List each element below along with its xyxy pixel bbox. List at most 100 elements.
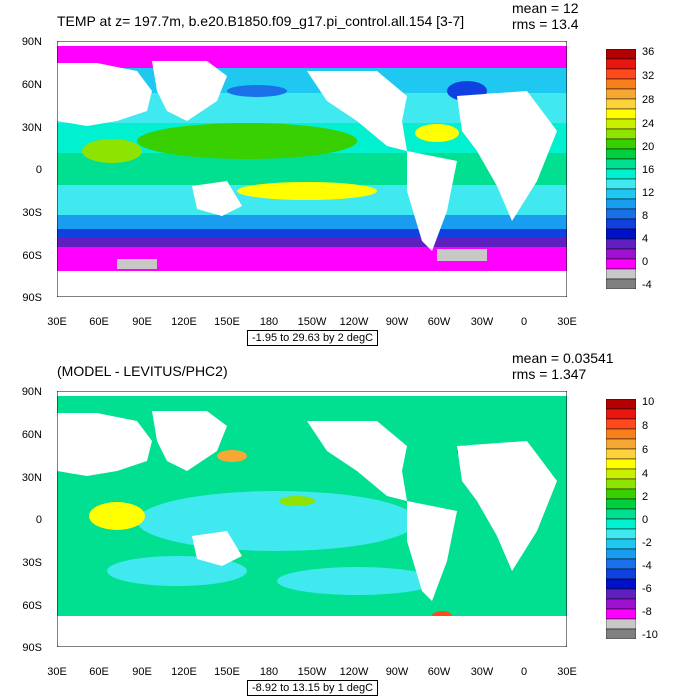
- colorbar-label: 24: [642, 118, 655, 130]
- lon-label: 0: [520, 316, 528, 328]
- colorbar-cell: [606, 208, 636, 220]
- panel-title: TEMP at z= 197.7m, b.e20.B1850.f09_g17.p…: [57, 13, 465, 29]
- colorbar-label: 8: [642, 210, 649, 222]
- colorbar-cell: [606, 508, 636, 520]
- rms-value: rms = 13.4: [512, 16, 579, 32]
- lon-label: 60E: [89, 316, 109, 328]
- lon-label: 60W: [427, 316, 451, 328]
- colorbar-cell: [606, 568, 636, 580]
- lon-label: 30W: [470, 666, 494, 678]
- colorbar-cell: [606, 548, 636, 560]
- colorbar-cell: [606, 458, 636, 470]
- lon-label: 60E: [89, 666, 109, 678]
- colorbar-label: 0: [642, 514, 649, 526]
- colorbar-label: -4: [642, 560, 652, 572]
- colorbar-cell: [606, 498, 636, 510]
- colorbar-label: 6: [642, 444, 649, 456]
- lat-label: 90S: [22, 642, 42, 654]
- colorbar-label: 10: [642, 396, 655, 408]
- colorbar-cell: [606, 608, 636, 620]
- colorbar-cell: [606, 178, 636, 190]
- lat-label: 30S: [22, 207, 42, 219]
- lat-label: 90S: [22, 292, 42, 304]
- colorbar-cell: [606, 248, 636, 260]
- colorbar-label: 16: [642, 164, 655, 176]
- colorbar-cell: [606, 558, 636, 570]
- lat-label: 90N: [21, 386, 42, 398]
- colorbar-cell: [606, 108, 636, 120]
- colorbar-cell: [606, 118, 636, 130]
- lat-label: 0: [35, 164, 42, 176]
- colorbar-label: 2: [642, 491, 649, 503]
- colorbar-cell: [606, 128, 636, 140]
- lon-label: 30W: [470, 316, 494, 328]
- colorbar-cell: [606, 168, 636, 180]
- colorbar-cell: [606, 478, 636, 490]
- colorbar-cell: [606, 198, 636, 210]
- colorbar-cell: [606, 49, 636, 60]
- colorbar-label: -8: [642, 606, 652, 618]
- lon-label: 120E: [171, 666, 197, 678]
- panel-title: (MODEL - LEVITUS/PHC2): [57, 363, 228, 379]
- colorbar-label: 12: [642, 187, 655, 199]
- lon-label: 150E: [214, 666, 240, 678]
- lon-label: 150W: [297, 316, 327, 328]
- lat-label: 30S: [22, 557, 42, 569]
- colorbar-cell: [606, 418, 636, 430]
- lon-label: 120W: [339, 666, 369, 678]
- colorbar-cell: [606, 188, 636, 200]
- colorbar: [606, 49, 636, 289]
- colorbar-cell: [606, 158, 636, 170]
- colorbar-cell: [606, 78, 636, 90]
- temperature-map: [57, 41, 567, 297]
- colorbar-cell: [606, 628, 636, 639]
- lat-label: 60S: [22, 250, 42, 262]
- lon-label: 90E: [132, 666, 152, 678]
- colorbar-cell: [606, 138, 636, 150]
- lon-label: 150E: [214, 316, 240, 328]
- lon-label: 120E: [171, 316, 197, 328]
- colorbar-cell: [606, 468, 636, 480]
- colorbar-cell: [606, 448, 636, 460]
- colorbar-cell: [606, 408, 636, 420]
- lon-label: 90W: [385, 666, 409, 678]
- lon-label: 30E: [47, 316, 67, 328]
- lat-label: 90N: [21, 36, 42, 48]
- lon-label: 120W: [339, 316, 369, 328]
- colorbar-cell: [606, 68, 636, 80]
- colorbar-cell: [606, 578, 636, 590]
- colorbar-cell: [606, 268, 636, 280]
- lon-label: 60W: [427, 666, 451, 678]
- panel-temperature: TEMP at z= 197.7m, b.e20.B1850.f09_g17.p…: [21, 0, 655, 346]
- colorbar-label: 4: [642, 233, 649, 245]
- lat-label: 30N: [21, 472, 42, 484]
- colorbar-label: 8: [642, 420, 649, 432]
- colorbar-label: 0: [642, 256, 649, 268]
- colorbar-label: -6: [642, 583, 652, 595]
- lat-label: 60S: [22, 600, 42, 612]
- mean-value: mean = 0.03541: [512, 350, 614, 366]
- lon-label: 90W: [385, 316, 409, 328]
- colorbar-cell: [606, 588, 636, 600]
- lon-label: 180: [259, 316, 279, 328]
- lon-label: 30E: [557, 316, 577, 328]
- colorbar-cell: [606, 258, 636, 270]
- lat-label: 30N: [21, 122, 42, 134]
- colorbar-cell: [606, 148, 636, 160]
- colorbar-label: 28: [642, 94, 655, 106]
- lon-label: 30E: [557, 666, 577, 678]
- colorbar-cell: [606, 228, 636, 240]
- mean-value: mean = 12: [512, 0, 579, 16]
- colorbar-cell: [606, 98, 636, 110]
- colorbar-cell: [606, 518, 636, 530]
- colorbar-label: 36: [642, 46, 655, 58]
- colorbar-cell: [606, 399, 636, 410]
- colorbar-cell: [606, 618, 636, 630]
- lon-label: 90E: [132, 316, 152, 328]
- lon-label: 150W: [297, 666, 327, 678]
- lat-label: 60N: [21, 429, 42, 441]
- lat-label: 60N: [21, 79, 42, 91]
- colorbar-label: 20: [642, 141, 655, 153]
- colorbar-cell: [606, 278, 636, 289]
- colorbar-cell: [606, 218, 636, 230]
